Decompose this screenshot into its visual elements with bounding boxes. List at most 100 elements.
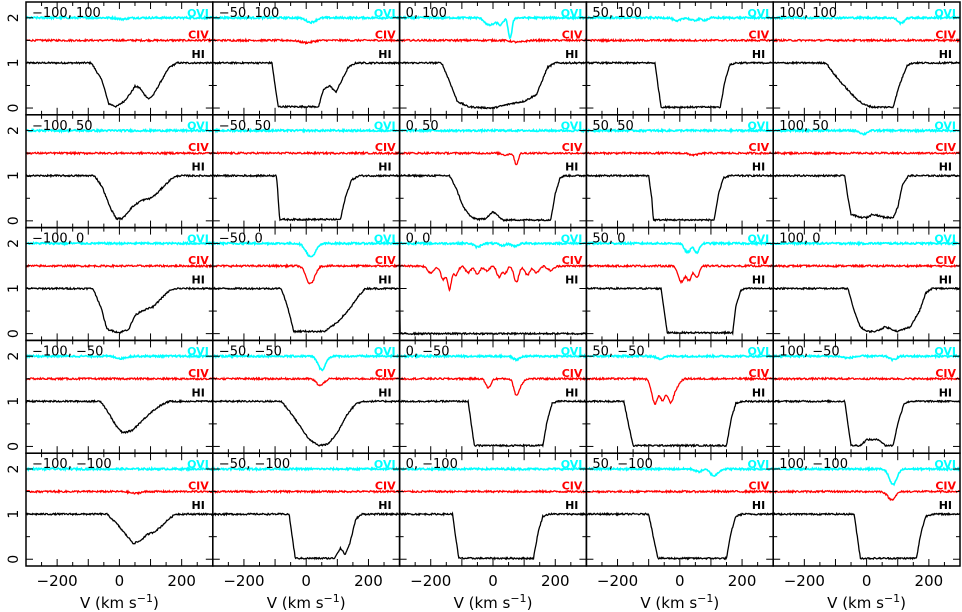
civ-label: CIV (188, 480, 209, 493)
x-axis-label: V (km s−1) (80, 592, 159, 612)
civ-label: CIV (562, 367, 583, 380)
civ-label: CIV (562, 28, 583, 41)
panel-plot-area (212, 466, 400, 561)
panel-label: −100, 0 (32, 232, 84, 247)
ovi-series-line (586, 127, 774, 134)
y-tick-label: 1 (6, 171, 22, 180)
hi-series-line (399, 398, 587, 448)
civ-series-line (212, 263, 400, 285)
panel-plot-area (399, 240, 587, 336)
panel-plot-area (773, 14, 961, 110)
hi-label: HI (378, 161, 391, 174)
x-tick-label: 200 (167, 572, 196, 590)
y-tick-label: 1 (6, 284, 22, 293)
civ-label: CIV (375, 141, 396, 154)
civ-series-line (773, 263, 961, 269)
hi-series-line (773, 286, 961, 334)
y-tick-label: 1 (6, 58, 22, 67)
civ-series-line (773, 489, 961, 502)
civ-label: CIV (749, 141, 770, 154)
ovi-series-line (773, 353, 961, 363)
civ-label: CIV (935, 141, 956, 154)
panel-plot-area (586, 127, 774, 222)
x-tick-label: −200 (37, 572, 78, 590)
panel-plot-area (773, 465, 961, 561)
panel-label: 0, −50 (406, 344, 450, 359)
civ-series-line (26, 488, 213, 496)
panel-plot-area (399, 465, 587, 561)
panel: −50, 50 OVI CIV HI (212, 114, 401, 229)
hi-label: HI (939, 161, 952, 174)
panel: 50, 0 OVI CIV HI (585, 226, 774, 342)
panel-plot-area (212, 353, 400, 447)
civ-series-line (212, 37, 400, 45)
panel: 0, 0 OVI CIV HI (398, 226, 588, 342)
civ-label: CIV (935, 28, 956, 41)
x-tick-label: 0 (862, 572, 872, 590)
ovi-series-line (773, 240, 960, 247)
x-tick-label: −200 (597, 572, 638, 590)
ovi-series-line (26, 465, 213, 473)
hi-series-line (773, 398, 961, 447)
ovi-label: OVI (934, 7, 956, 20)
civ-label: CIV (749, 480, 770, 493)
panel-label: 50, 0 (592, 232, 625, 247)
civ-label: CIV (749, 28, 770, 41)
ovi-series-line (212, 127, 400, 134)
ovi-label: OVI (561, 458, 583, 471)
civ-label: CIV (375, 254, 396, 267)
x-tick-label: 200 (354, 572, 383, 590)
panel: 50, −50 OVI CIV HI (585, 339, 774, 454)
hi-series-line (586, 399, 774, 448)
panel-plot-area (586, 353, 774, 448)
panel: −100, −50 OVI CIV HI (25, 339, 214, 454)
panel-label: 50, −100 (592, 457, 653, 472)
civ-label: CIV (188, 254, 209, 267)
panel-plot-area (26, 240, 213, 335)
civ-series-line (773, 37, 961, 44)
ovi-label: OVI (187, 7, 209, 20)
hi-series-line (212, 511, 400, 561)
panel: 50, 50 OVI CIV HI (585, 114, 774, 229)
panel-plot-area (586, 466, 774, 561)
y-tick-label: 2 (6, 465, 22, 474)
civ-label: CIV (749, 367, 770, 380)
panel: 0, 100 OVI CIV HI (398, 1, 588, 116)
panel-label: −100, −50 (32, 344, 103, 359)
ovi-label: OVI (187, 458, 209, 471)
panel-plot-area (399, 14, 587, 110)
civ-series-line (212, 150, 400, 156)
hi-series-line (586, 173, 774, 222)
panel: −50, 0 OVI CIV HI (212, 226, 401, 342)
panel-label: 0, −100 (406, 457, 458, 472)
panel: 50, 100 OVI CIV HI (585, 1, 774, 116)
ovi-series-line (399, 240, 587, 250)
ovi-label: OVI (374, 345, 396, 358)
panel-label: −100, 50 (32, 119, 93, 134)
panel-label: 50, −50 (592, 344, 644, 359)
panel-label: −50, 50 (219, 119, 271, 134)
civ-series-line (586, 150, 774, 157)
hi-label: HI (378, 386, 391, 399)
hi-label: HI (565, 499, 578, 512)
y-tick-label: 1 (6, 397, 22, 406)
hi-series-line (399, 173, 587, 222)
civ-label: CIV (562, 141, 583, 154)
civ-label: CIV (935, 254, 956, 267)
hi-series-line (773, 511, 961, 561)
hi-label: HI (565, 48, 578, 61)
panel-label: −50, −100 (219, 457, 290, 472)
panel: 100, −100 OVI CIV HI (772, 452, 961, 567)
hi-series-line (773, 60, 961, 110)
panel-label: −50, −50 (219, 344, 282, 359)
civ-label: CIV (935, 367, 956, 380)
hi-label: HI (752, 161, 765, 174)
civ-label: CIV (188, 141, 209, 154)
ovi-series-line (212, 466, 400, 473)
panel: −50, −100 OVI CIV HI (212, 452, 401, 567)
panel: 0, −100 OVI CIV HI (398, 452, 588, 567)
x-tick-label: −200 (223, 572, 264, 590)
panel-plot-area (586, 240, 774, 336)
hi-label: HI (939, 386, 952, 399)
x-axis-label: V (km s−1) (454, 592, 533, 612)
